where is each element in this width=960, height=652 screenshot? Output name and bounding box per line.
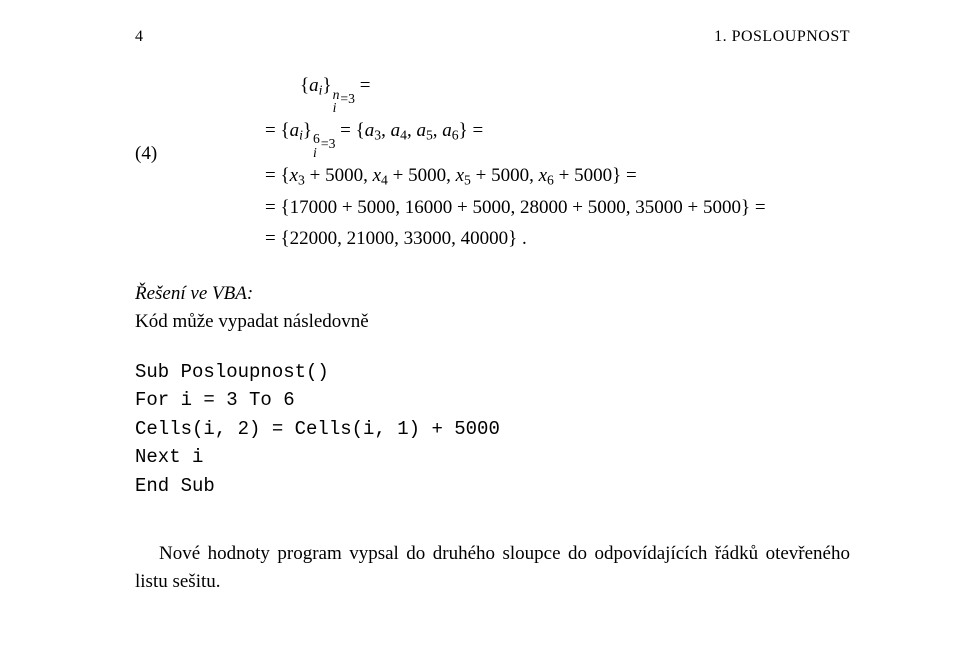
equation-line-4: = {17000 + 5000, 16000 + 5000, 28000 + 5… <box>265 192 850 223</box>
code-line-2: For i = 3 To 6 <box>135 389 295 411</box>
code-block: Sub Posloupnost() For i = 3 To 6 Cells(i… <box>135 358 850 501</box>
code-line-4: Next i <box>135 446 203 468</box>
equation-line-3: = {x3 + 5000, x4 + 5000, x5 + 5000, x6 +… <box>265 160 850 192</box>
solution-label: Řešení ve VBA: <box>135 283 253 304</box>
page-header: 4 1. POSLOUPNOST <box>135 28 850 46</box>
solution-text: Kód může vypadat následovně <box>135 311 369 332</box>
equation-line-5: = {22000, 21000, 33000, 40000} . <box>265 223 850 254</box>
code-line-1: Sub Posloupnost() <box>135 361 329 383</box>
solution-heading-block: Řešení ve VBA: Kód může vypadat následov… <box>135 280 850 335</box>
equation-lines: {ai}ni=3 = = {ai}6i=3 = {a3, a4, a5, a6}… <box>265 70 850 254</box>
code-line-5: End Sub <box>135 475 215 497</box>
equation-number: (4) <box>135 138 157 169</box>
code-line-3: Cells(i, 2) = Cells(i, 1) + 5000 <box>135 418 500 440</box>
page-number: 4 <box>135 28 144 46</box>
page-container: 4 1. POSLOUPNOST (4) {ai}ni=3 = = {ai}6i… <box>0 0 960 595</box>
equation-line-1: {ai}ni=3 = <box>265 70 850 115</box>
equation-block: (4) {ai}ni=3 = = {ai}6i=3 = {a3, a4, a5,… <box>135 70 850 254</box>
footnote-paragraph: Nové hodnoty program vypsal do druhého s… <box>135 540 850 595</box>
equation-line-2: = {ai}6i=3 = {a3, a4, a5, a6} = <box>265 115 850 160</box>
chapter-title: 1. POSLOUPNOST <box>714 28 850 46</box>
